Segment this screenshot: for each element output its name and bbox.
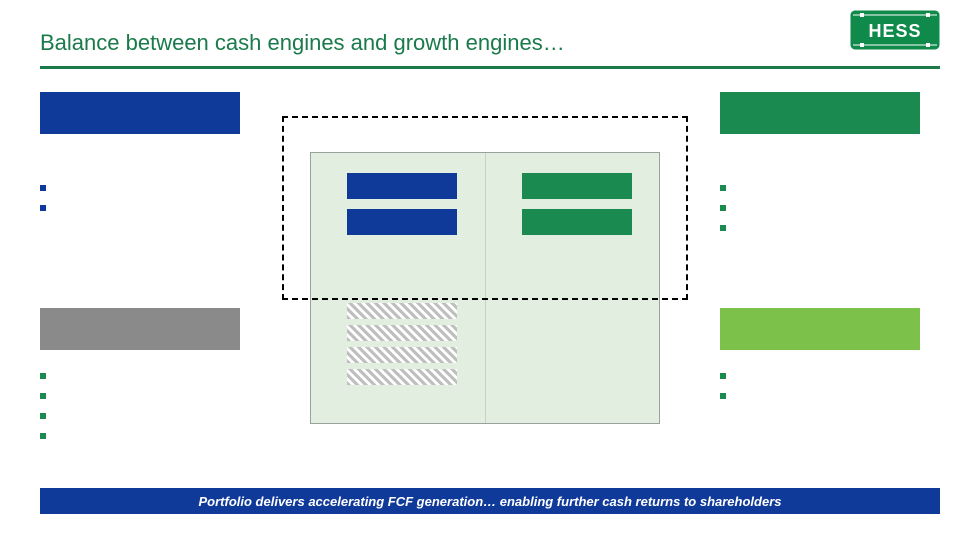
center-right-pill [522,173,632,199]
bullet-marker [720,185,726,191]
topRight-bullets [720,182,930,242]
bullet-marker [40,205,46,211]
center-left-hatched [347,325,457,341]
bottomLeft-bullet [40,370,250,384]
topLeft-bullet [40,202,250,216]
bottomLeft-header [40,308,240,350]
center-right-pill [522,209,632,235]
bullet-marker [40,433,46,439]
bullet-marker [720,393,726,399]
topRight-bullet [720,202,930,216]
center-left-hatched [347,369,457,385]
bottomLeft-bullet [40,390,250,404]
topRight-bullet [720,222,930,236]
title-rule [40,66,940,69]
bullet-marker [720,225,726,231]
center-panel [310,152,660,424]
bottomRight-header [720,308,920,350]
bottomLeft-bullet [40,430,250,444]
bottomRight-bullets [720,370,930,410]
topLeft-header [40,92,240,134]
bullet-marker [720,373,726,379]
bottomRight-bullet [720,370,930,384]
topRight-header [720,92,920,134]
center-left-pill [347,209,457,235]
center-left-pill [347,173,457,199]
bottomRight-bullet [720,390,930,404]
topRight-bullet [720,182,930,196]
center-col-left [311,153,485,423]
bottomLeft-bullet [40,410,250,424]
bullet-marker [720,205,726,211]
center-col-right [485,153,660,423]
topLeft-bullets [40,182,250,222]
bullet-marker [40,185,46,191]
svg-text:HESS: HESS [868,21,921,41]
bullet-marker [40,393,46,399]
slide-title: Balance between cash engines and growth … [40,30,565,56]
center-left-hatched [347,303,457,319]
bullet-marker [40,413,46,419]
bullet-marker [40,373,46,379]
logo: HESS [850,10,940,55]
topLeft-bullet [40,182,250,196]
center-left-hatched [347,347,457,363]
bottomLeft-bullets [40,370,250,450]
bottom-bar: Portfolio delivers accelerating FCF gene… [40,488,940,514]
